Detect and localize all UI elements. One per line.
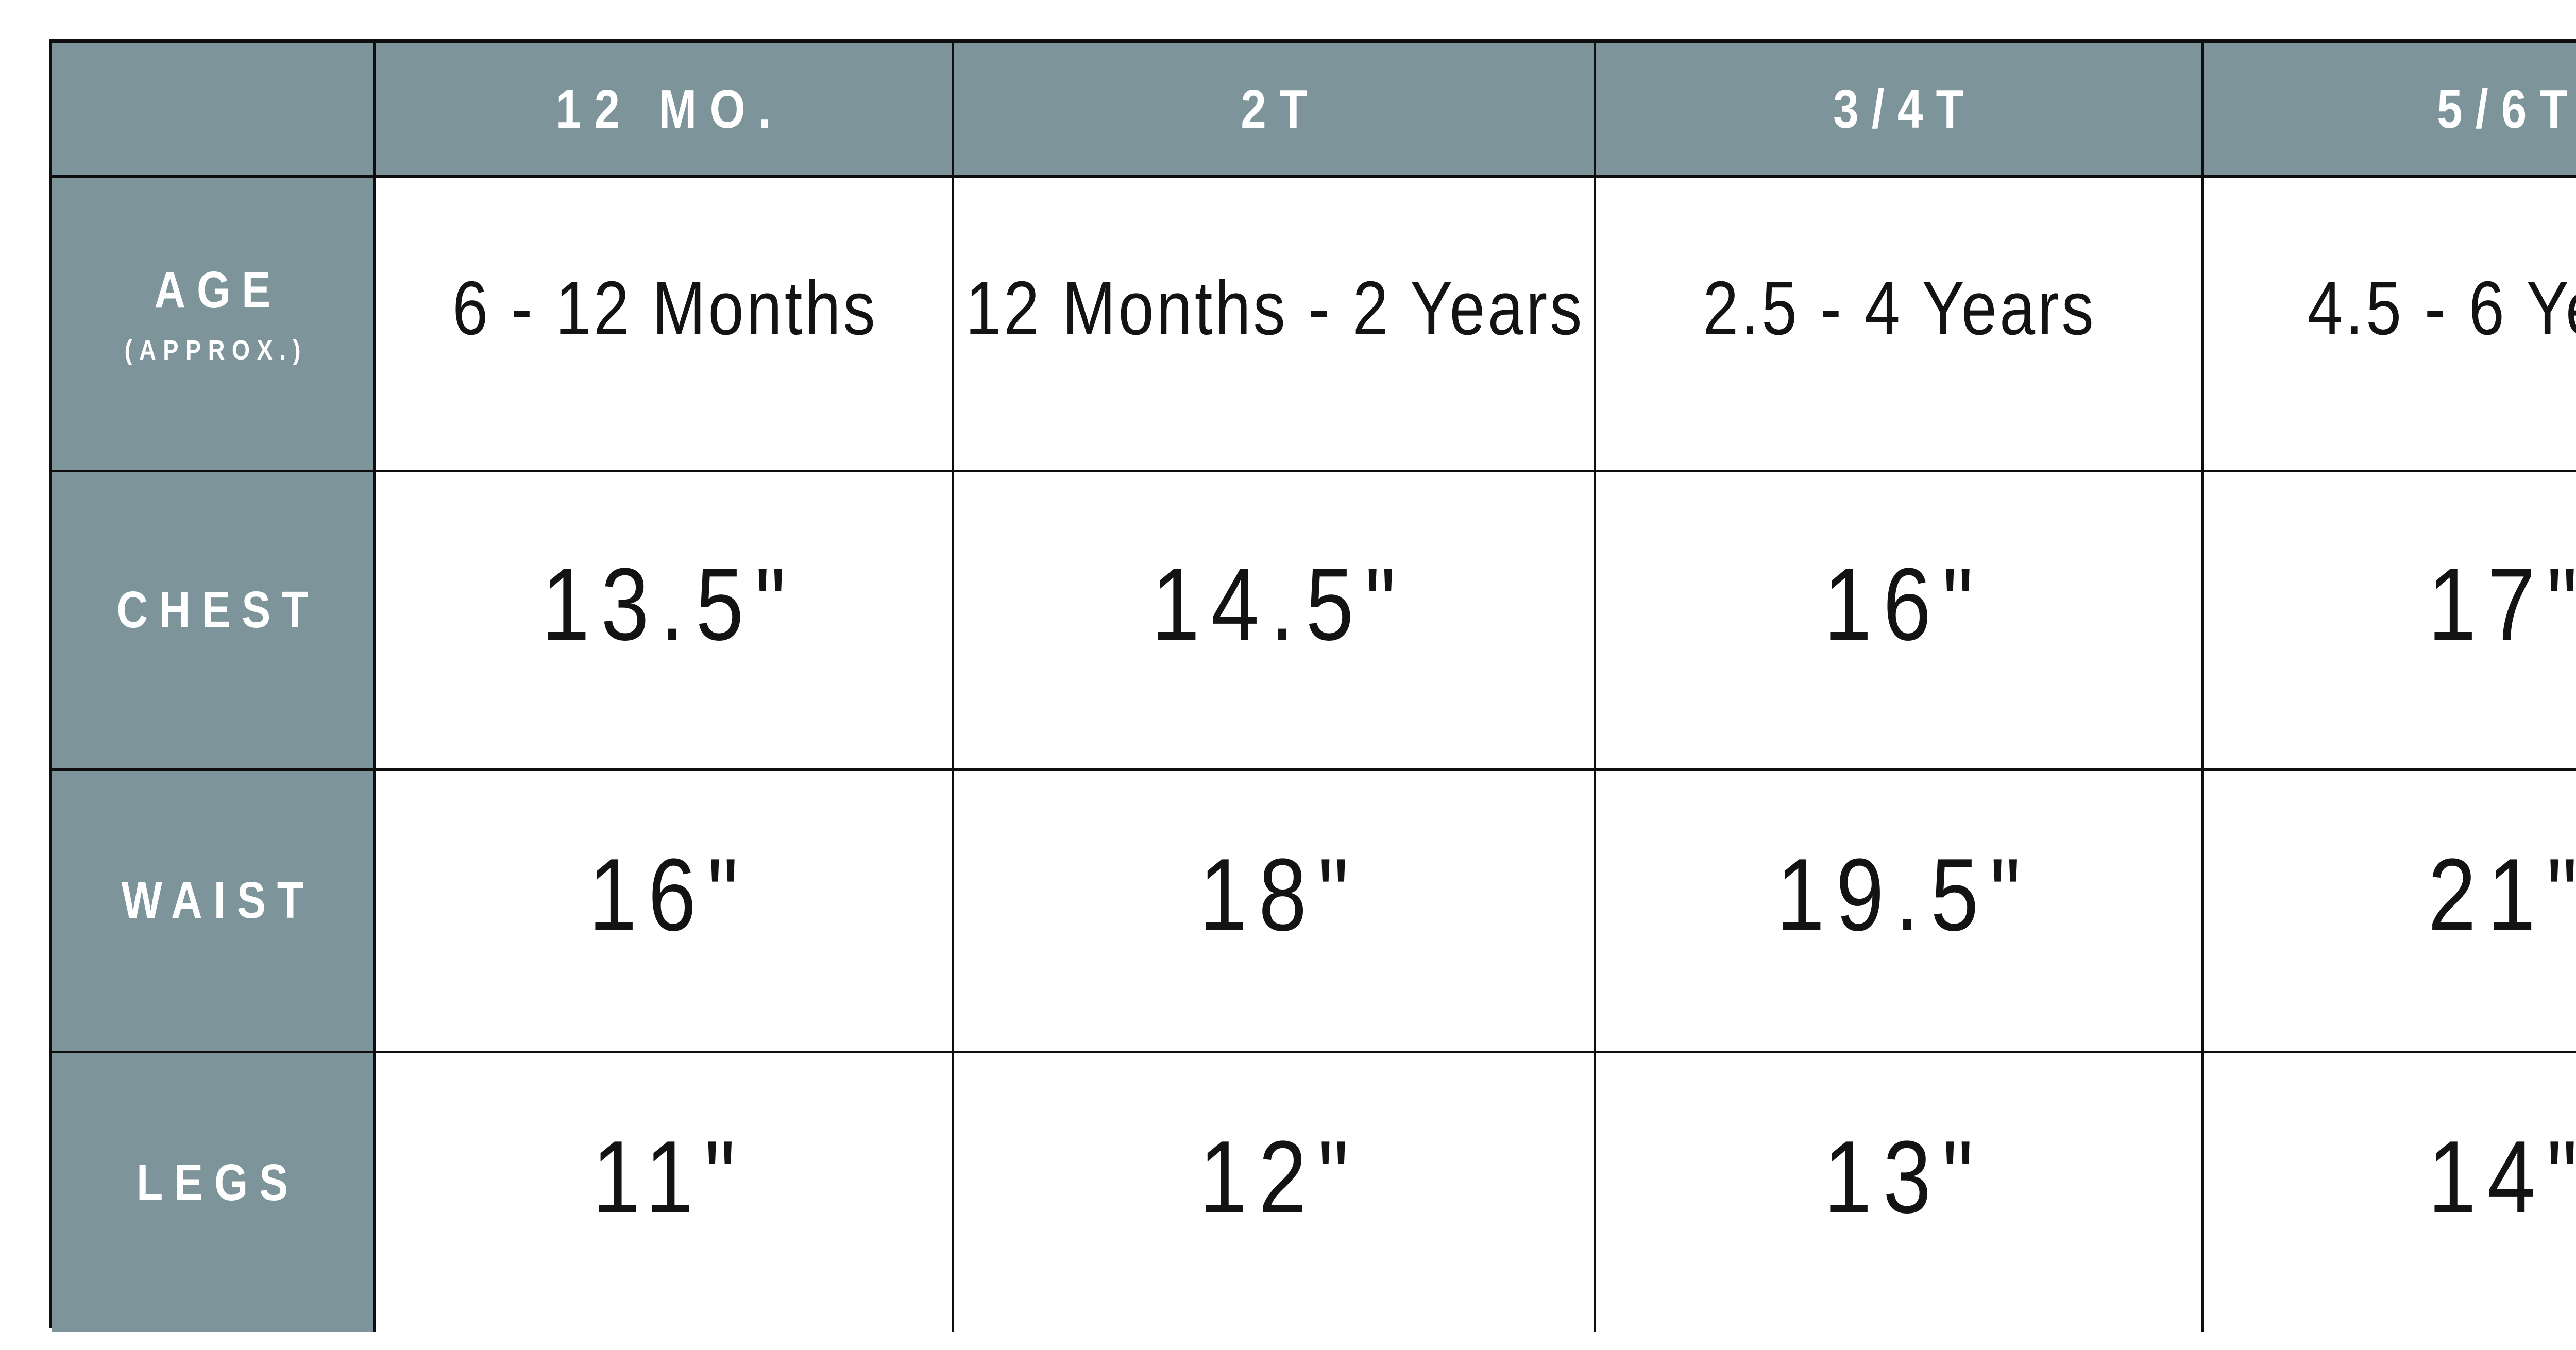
age-cell-3-4t: 2.5 - 4 Years xyxy=(1596,178,2204,472)
measurement-value: 16" xyxy=(588,838,750,952)
measurement-value: 17" xyxy=(2428,547,2576,662)
column-header-label: 12 MO. xyxy=(556,78,785,140)
column-header-2t: 2T xyxy=(954,43,1596,178)
age-value: 12 Months - 2 Years xyxy=(965,265,1585,351)
legs-cell-12mo: 11" xyxy=(376,1053,954,1332)
chest-cell-2t: 14.5" xyxy=(954,472,1596,771)
column-header-5-6t: 5/6T xyxy=(2204,43,2576,178)
row-label-text: CHEST xyxy=(116,580,320,639)
row-label-waist: WAIST xyxy=(52,771,376,1053)
row-sublabel-text: (APPROX.) xyxy=(124,335,308,366)
column-header-3-4t: 3/4T xyxy=(1596,43,2204,178)
age-value: 4.5 - 6 Years xyxy=(2307,265,2576,351)
size-chart-table: 12 MO. 2T 3/4T 5/6T AGE (APPROX.) 6 - 12… xyxy=(49,39,2576,1332)
column-header-label: 3/4T xyxy=(1833,78,1977,140)
age-cell-5-6t: 4.5 - 6 Years xyxy=(2204,178,2576,472)
column-header-label: 5/6T xyxy=(2437,78,2576,140)
measurement-value: 21" xyxy=(2428,838,2576,952)
column-header-12mo: 12 MO. xyxy=(376,43,954,178)
age-value: 6 - 12 Months xyxy=(452,265,878,351)
age-cell-12mo: 6 - 12 Months xyxy=(376,178,954,472)
measurement-value: 11" xyxy=(592,1120,747,1235)
row-label-age: AGE (APPROX.) xyxy=(52,178,376,472)
waist-cell-2t: 18" xyxy=(954,771,1596,1053)
corner-cell xyxy=(52,43,376,178)
age-value: 2.5 - 4 Years xyxy=(1703,265,2097,351)
chest-cell-3-4t: 16" xyxy=(1596,472,2204,771)
row-label-text: AGE xyxy=(154,261,282,319)
chest-cell-5-6t: 17" xyxy=(2204,472,2576,771)
measurement-value: 13" xyxy=(1823,1120,1985,1235)
row-label-chest: CHEST xyxy=(52,472,376,771)
chest-cell-12mo: 13.5" xyxy=(376,472,954,771)
legs-cell-2t: 12" xyxy=(954,1053,1596,1332)
age-cell-2t: 12 Months - 2 Years xyxy=(954,178,1596,472)
row-label-text: WAIST xyxy=(121,871,315,929)
waist-cell-3-4t: 19.5" xyxy=(1596,771,2204,1053)
row-label-legs: LEGS xyxy=(52,1053,376,1332)
row-label-text: LEGS xyxy=(137,1153,300,1211)
measurement-value: 18" xyxy=(1199,838,1360,952)
measurement-value: 14" xyxy=(2428,1120,2576,1235)
measurement-value: 16" xyxy=(1823,547,1985,662)
measurement-value: 12" xyxy=(1199,1120,1360,1235)
measurement-value: 19.5" xyxy=(1776,838,2032,952)
waist-cell-12mo: 16" xyxy=(376,771,954,1053)
column-header-label: 2T xyxy=(1240,78,1320,140)
waist-cell-5-6t: 21" xyxy=(2204,771,2576,1053)
legs-cell-3-4t: 13" xyxy=(1596,1053,2204,1332)
measurement-value: 13.5" xyxy=(541,547,797,662)
measurement-value: 14.5" xyxy=(1151,547,1408,662)
legs-cell-5-6t: 14" xyxy=(2204,1053,2576,1332)
